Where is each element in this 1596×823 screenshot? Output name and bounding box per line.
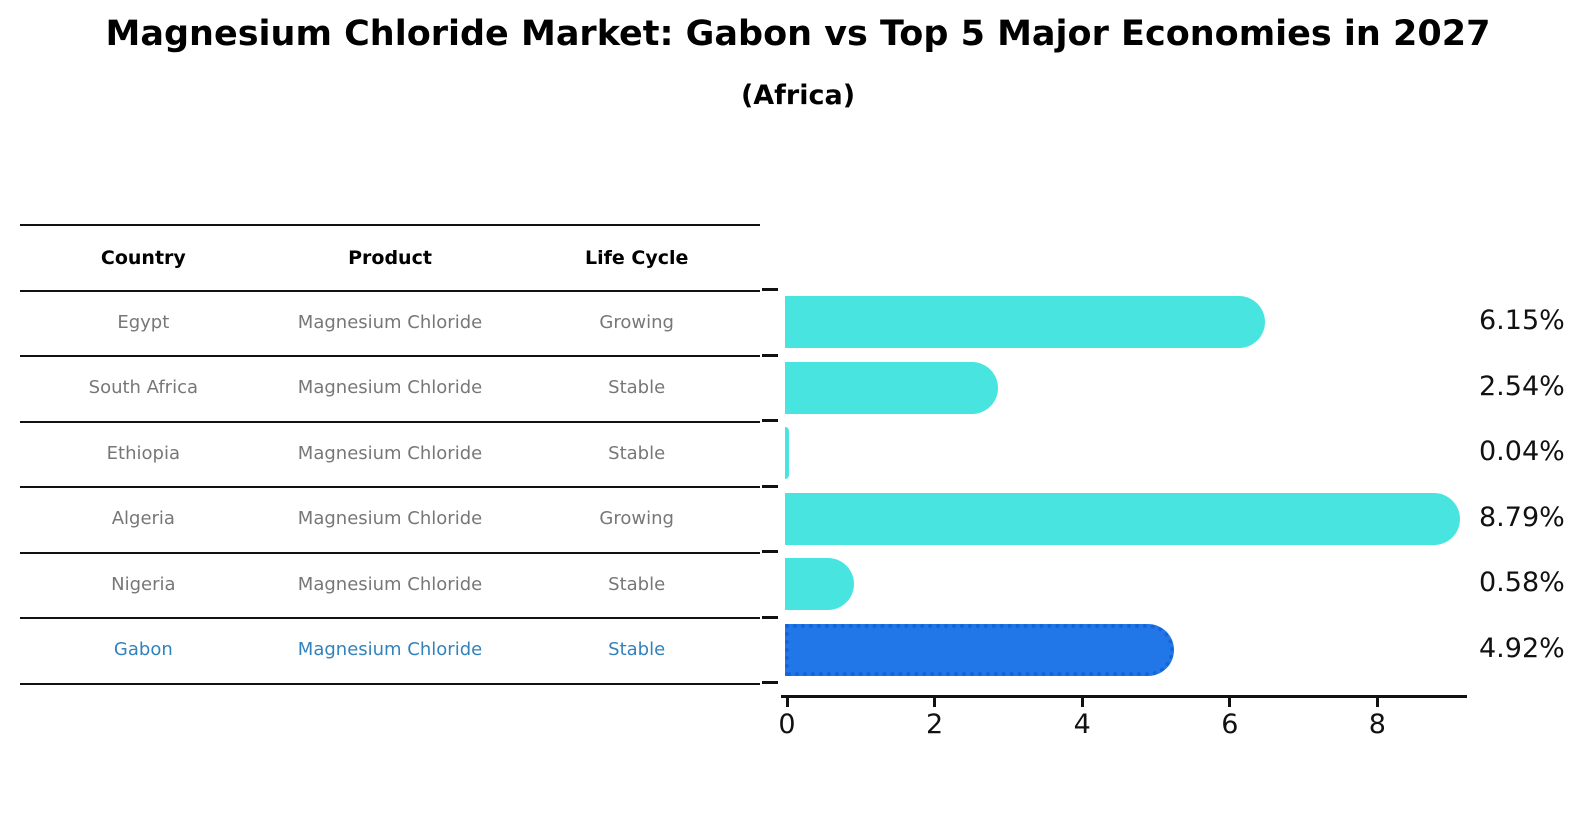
- table-row: Algeria Magnesium Chloride Growing: [20, 486, 760, 551]
- table-cell-product: Magnesium Chloride: [297, 377, 483, 398]
- y-axis-tick: [762, 550, 778, 553]
- bar-value-label: 8.79%: [1479, 501, 1565, 533]
- bar-nigeria: [785, 558, 854, 611]
- table-divider-line: [20, 420, 760, 423]
- bar-egypt: [785, 296, 1265, 349]
- table-row: Gabon Magnesium Chloride Stable: [20, 617, 760, 682]
- x-axis-line: [781, 695, 1467, 698]
- table-divider-line: [20, 224, 760, 226]
- table-cell-country: Gabon: [113, 639, 173, 660]
- bar-algeria: [785, 492, 1460, 545]
- table-header-country: Country: [100, 247, 186, 269]
- table-cell-product: Magnesium Chloride: [297, 573, 483, 595]
- x-axis-tick-label: 4: [1073, 709, 1091, 740]
- x-axis-tick: [1375, 695, 1379, 707]
- table-cell-country: Egypt: [117, 311, 170, 333]
- table-cell-country: Nigeria: [111, 573, 176, 595]
- chart-subtitle: (Africa): [740, 80, 856, 111]
- x-axis-tick: [933, 695, 937, 707]
- table-cell-life-cycle: Growing: [599, 508, 674, 529]
- x-axis-tick-label: 8: [1368, 709, 1386, 740]
- bar-gabon-highlighted: [785, 623, 1175, 676]
- table-cell-life-cycle: Stable: [608, 377, 666, 398]
- table-cell-country: Algeria: [111, 508, 175, 529]
- y-axis-tick: [762, 288, 778, 291]
- x-axis-tick: [1228, 695, 1232, 707]
- x-axis-tick-label: 0: [778, 709, 796, 740]
- table-cell-product: Magnesium Chloride: [297, 442, 483, 464]
- table-cell-product: Magnesium Chloride: [297, 639, 483, 660]
- table-row: South Africa Magnesium Chloride Stable: [20, 355, 760, 420]
- x-axis-tick: [1080, 695, 1084, 707]
- table-divider-line: [20, 355, 760, 357]
- table-cell-country: South Africa: [88, 377, 199, 398]
- bar-value-label: 4.92%: [1479, 632, 1565, 664]
- table-cell-country: Ethiopia: [106, 442, 180, 464]
- x-axis-tick-label: 2: [926, 709, 944, 740]
- table-divider-line: [20, 617, 760, 619]
- table-header-life-cycle: Life Cycle: [584, 247, 689, 269]
- table-row: Nigeria Magnesium Chloride Stable: [20, 552, 760, 617]
- table-divider-line: [20, 486, 760, 488]
- bar-value-label: 0.58%: [1479, 567, 1565, 599]
- bar-value-label: 2.54%: [1479, 370, 1565, 402]
- table-row: Ethiopia Magnesium Chloride Stable: [20, 421, 760, 486]
- chart-title: Magnesium Chloride Market: Gabon vs Top …: [105, 14, 1491, 54]
- y-axis-tick: [762, 681, 778, 684]
- y-axis-tick: [762, 615, 778, 619]
- bar-ethiopia: [785, 427, 789, 480]
- table-cell-life-cycle: Growing: [599, 311, 674, 333]
- table-cell-life-cycle: Stable: [608, 573, 666, 595]
- table-header-row: Country Product Life Cycle: [20, 226, 760, 290]
- table-cell-product: Magnesium Chloride: [297, 508, 483, 529]
- x-axis-tick: [785, 695, 789, 707]
- table-divider-line: [20, 682, 760, 685]
- x-axis-tick-label: 6: [1221, 709, 1239, 740]
- y-axis-tick: [762, 419, 778, 422]
- y-axis-tick: [762, 484, 778, 488]
- bar-south-africa: [785, 361, 999, 414]
- table-row: Egypt Magnesium Chloride Growing: [20, 290, 760, 355]
- table-divider-line: [20, 289, 760, 292]
- table-divider-line: [20, 551, 760, 554]
- y-axis-tick: [762, 353, 778, 357]
- bar-value-label: 6.15%: [1479, 305, 1565, 337]
- table-cell-product: Magnesium Chloride: [297, 311, 483, 333]
- bar-value-label: 0.04%: [1479, 436, 1565, 468]
- table-header-product: Product: [348, 247, 432, 269]
- table-cell-life-cycle: Stable: [608, 639, 666, 660]
- table-cell-life-cycle: Stable: [608, 442, 666, 464]
